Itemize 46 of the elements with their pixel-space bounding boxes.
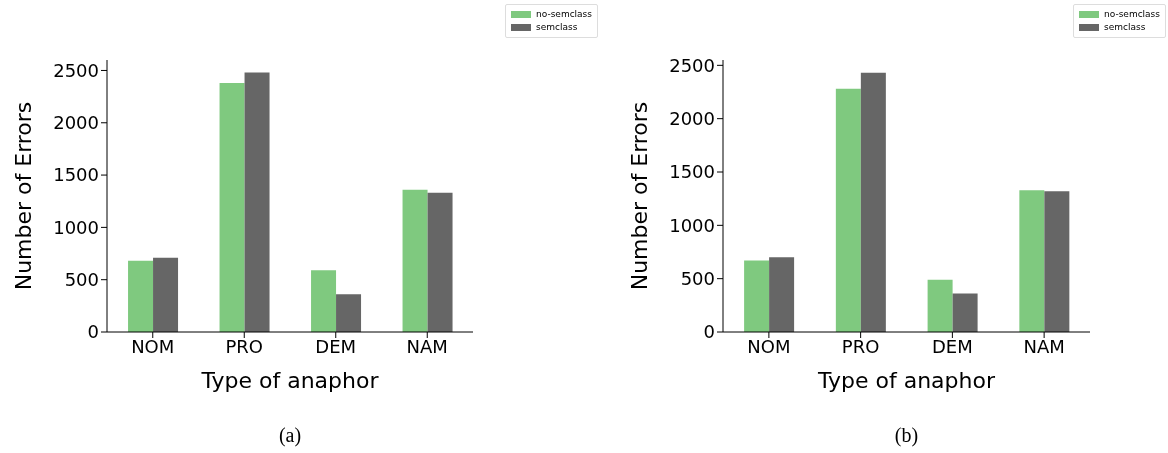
x-tick-label: NOM bbox=[131, 335, 175, 357]
x-axis-title: Type of anaphor bbox=[816, 368, 996, 393]
bar bbox=[927, 279, 953, 332]
bar bbox=[427, 192, 453, 332]
bar bbox=[336, 294, 362, 332]
y-tick-label: 500 bbox=[64, 269, 99, 291]
x-tick-label: PRO bbox=[841, 335, 880, 357]
y-tick-label: 2500 bbox=[53, 59, 99, 81]
bar bbox=[244, 72, 270, 332]
bar bbox=[835, 88, 861, 332]
y-tick-label: 1000 bbox=[53, 216, 99, 238]
x-tick-label: NAM bbox=[406, 335, 448, 357]
bar bbox=[952, 293, 978, 332]
text: (b) bbox=[893, 424, 920, 447]
bar bbox=[153, 257, 179, 332]
y-tick-label: 2000 bbox=[669, 108, 715, 130]
legend-label: semclass bbox=[1104, 21, 1146, 34]
bar bbox=[1044, 191, 1070, 332]
legend-label: semclass bbox=[536, 21, 578, 34]
x-tick-label: PRO bbox=[225, 335, 264, 357]
legend-label: no-semclass bbox=[536, 8, 592, 21]
y-tick-label: 1500 bbox=[53, 164, 99, 186]
bar bbox=[1019, 190, 1045, 332]
y-tick-label: 0 bbox=[703, 321, 715, 343]
y-tick-label: 0 bbox=[87, 321, 99, 343]
bar bbox=[769, 257, 795, 332]
y-tick-label: 2000 bbox=[53, 112, 99, 134]
x-axis-title: Type of anaphor bbox=[200, 368, 380, 393]
x-tick-label: DEM bbox=[931, 335, 973, 357]
bar bbox=[860, 72, 886, 332]
bar bbox=[219, 83, 245, 332]
x-tick-label: DEM bbox=[315, 335, 357, 357]
text: (a) bbox=[277, 424, 303, 447]
bar bbox=[128, 260, 154, 332]
x-tick-label: NAM bbox=[1023, 335, 1065, 357]
y-tick-label: 1500 bbox=[669, 161, 715, 183]
bar bbox=[744, 260, 770, 332]
bar bbox=[311, 270, 337, 332]
y-tick-label: 2500 bbox=[669, 54, 715, 76]
legend-label: no-semclass bbox=[1104, 8, 1160, 21]
y-axis-title: Number of Errors bbox=[626, 101, 652, 291]
x-tick-label: NOM bbox=[747, 335, 791, 357]
bar bbox=[402, 189, 428, 332]
y-tick-label: 500 bbox=[680, 268, 715, 290]
y-axis-title: Number of Errors bbox=[10, 101, 36, 291]
y-tick-label: 1000 bbox=[669, 214, 715, 236]
